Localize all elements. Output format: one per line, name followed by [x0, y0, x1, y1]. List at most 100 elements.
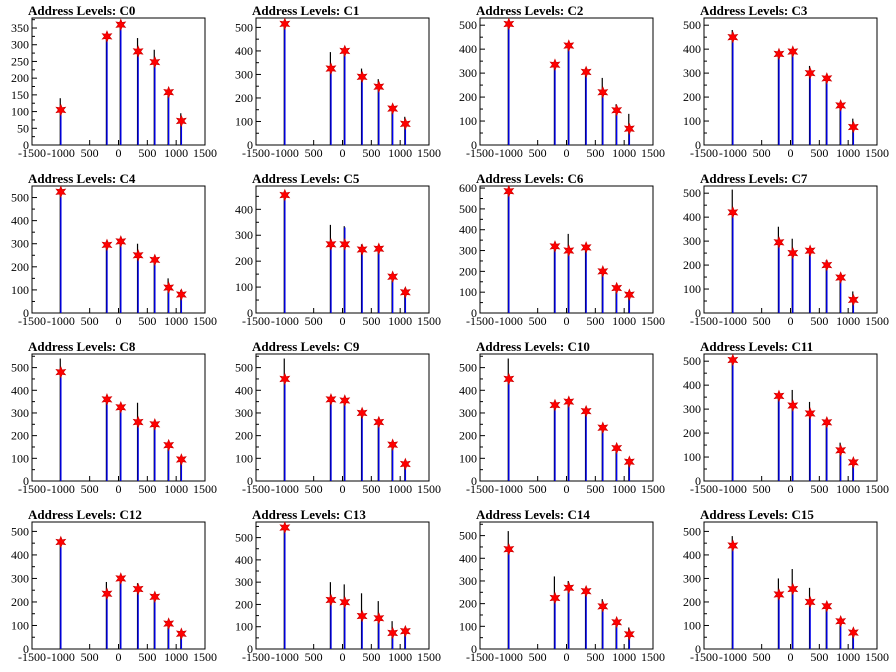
chart-panel: Address Levels: C3 0 100 200 300 400 500 -1500-… — [672, 0, 896, 168]
y-tick-label: 200 — [683, 426, 701, 440]
x-tick-label: 500 — [810, 314, 828, 328]
chart-title: Address Levels: C14 — [476, 507, 590, 522]
level-marker — [787, 45, 799, 58]
level-marker — [55, 535, 67, 549]
chart-title: Address Levels: C7 — [700, 171, 808, 186]
chart-svg: Address Levels: C4 0 100 200 300 400 500 -1500-… — [11, 171, 217, 328]
x-tick-label: 1000 — [164, 650, 188, 664]
y-tick-label: 200 — [683, 595, 701, 609]
level-marker — [339, 595, 351, 609]
x-tick-label: 500 — [81, 146, 99, 160]
y-tick-label: 300 — [235, 406, 253, 420]
chart-svg: Address Levels: C6 0 100 200 300 400 500 600 -15… — [459, 171, 665, 328]
level-marker — [325, 62, 337, 75]
level-marker — [101, 30, 113, 43]
level-marker — [279, 521, 291, 534]
x-tick-label: 500 — [810, 482, 828, 496]
x-tick-label: 1500 — [865, 314, 889, 328]
x-tick-label: 1500 — [865, 146, 889, 160]
x-tick-label: 500 — [810, 650, 828, 664]
level-marker — [387, 102, 399, 115]
chart-panel: Address Levels: C4 0 100 200 300 400 500 -1500-… — [0, 168, 224, 336]
level-marker — [149, 590, 161, 604]
y-tick-label: 400 — [459, 551, 477, 565]
y-tick-label: 0 — [471, 306, 477, 320]
y-tick-label: 100 — [459, 619, 477, 633]
y-tick-label: 200 — [235, 597, 253, 611]
chart-svg: Address Levels: C9 0 100 200 300 400 500 -1500-… — [235, 339, 441, 496]
x-tick-label: 1500 — [417, 650, 441, 664]
y-tick-label: 0 — [23, 138, 29, 152]
level-marker — [549, 591, 561, 605]
y-tick-label: 100 — [235, 620, 253, 634]
level-marker — [727, 353, 739, 367]
y-tick-label: 0 — [247, 306, 253, 320]
x-tick-label: -1000 — [719, 482, 747, 496]
y-tick-label: 100 — [683, 114, 701, 128]
chart-panel: Address Levels: C5 0 100 200 300 400 -1500 -100… — [224, 168, 448, 336]
y-tick-label: 500 — [11, 524, 29, 538]
level-marker — [163, 617, 175, 630]
x-tick-label: 0 — [116, 146, 122, 160]
y-tick-label: 100 — [459, 285, 477, 299]
x-tick-label: 1500 — [193, 482, 217, 496]
level-marker — [149, 417, 161, 431]
x-tick-label: 500 — [529, 314, 547, 328]
x-tick-label: 1500 — [641, 650, 665, 664]
x-tick-label: -1000 — [47, 650, 75, 664]
chart-panel: Address Levels: C11 0 100 200 300 400 500 -1500… — [672, 336, 896, 504]
chart-title: Address Levels: C2 — [476, 3, 583, 18]
x-tick-label: -1500 — [242, 650, 270, 664]
level-marker — [821, 599, 833, 613]
y-tick-label: 200 — [459, 429, 477, 443]
level-marker — [132, 582, 144, 596]
x-tick-label: 1000 — [612, 482, 636, 496]
y-tick-label: 200 — [11, 429, 29, 443]
x-tick-label: 1000 — [388, 146, 412, 160]
level-marker — [787, 399, 799, 412]
x-tick-label: 1000 — [612, 146, 636, 160]
level-marker — [373, 415, 385, 429]
y-tick-label: 300 — [683, 402, 701, 416]
level-marker — [787, 582, 799, 596]
x-tick-label: 1000 — [836, 650, 860, 664]
x-tick-label: 500 — [586, 146, 604, 160]
plot-frame — [703, 185, 878, 314]
chart-svg: Address Levels: C15 0 100 200 300 400 500 -1500… — [683, 507, 889, 664]
level-marker — [835, 614, 847, 628]
x-tick-label: -1000 — [271, 146, 299, 160]
y-tick-label: 500 — [459, 18, 477, 32]
x-tick-label: -1000 — [495, 314, 523, 328]
x-tick-label: 1500 — [865, 482, 889, 496]
x-tick-label: 1000 — [612, 650, 636, 664]
x-tick-label: 500 — [305, 650, 323, 664]
x-tick-label: 0 — [116, 314, 122, 328]
level-marker — [399, 457, 411, 471]
level-marker — [279, 188, 291, 202]
level-marker — [563, 244, 575, 257]
level-marker — [563, 39, 575, 52]
level-marker — [597, 600, 609, 613]
y-tick-label: 500 — [235, 361, 253, 375]
level-marker — [115, 572, 127, 585]
y-tick-label: 200 — [11, 260, 29, 274]
level-marker — [503, 184, 515, 198]
chart-svg: Address Levels: C3 0 100 200 300 400 500 -1500-… — [683, 3, 889, 160]
chart-svg: Address Levels: C8 0 100 200 300 400 500 -1500-… — [11, 339, 217, 496]
x-tick-label: 1000 — [836, 482, 860, 496]
x-tick-label: -1000 — [719, 314, 747, 328]
chart-title: Address Levels: C9 — [252, 339, 360, 354]
level-marker — [503, 372, 515, 386]
level-marker — [503, 17, 515, 31]
chart-svg: Address Levels: C13 0 100 200 300 400 500 -1500… — [235, 507, 441, 664]
x-tick-label: -1000 — [47, 146, 75, 160]
level-marker — [115, 18, 127, 31]
x-tick-label: 500 — [138, 146, 156, 160]
x-tick-label: 0 — [116, 650, 122, 664]
y-tick-label: 100 — [235, 114, 253, 128]
x-tick-label: 1500 — [193, 146, 217, 160]
x-tick-label: 500 — [138, 650, 156, 664]
level-marker — [325, 238, 337, 251]
y-tick-label: 250 — [11, 54, 29, 68]
x-tick-label: -1000 — [495, 482, 523, 496]
